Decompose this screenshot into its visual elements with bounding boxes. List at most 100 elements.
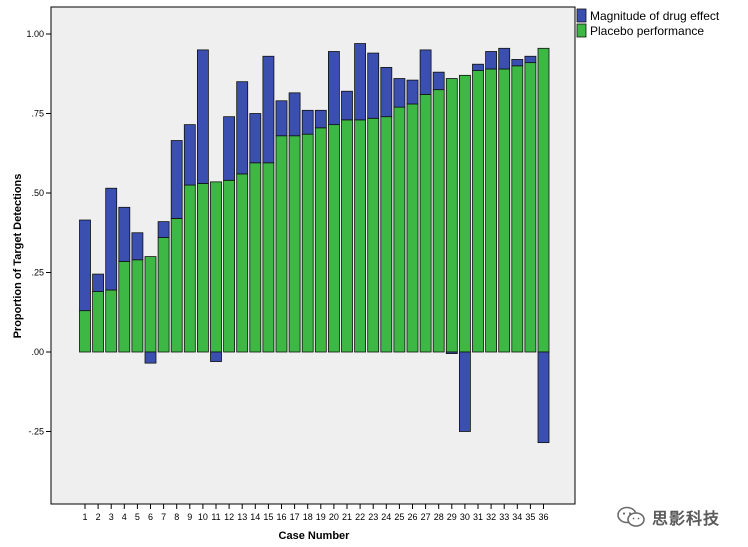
bar-drug-effect [183, 124, 196, 186]
x-tick-label: 22 [355, 512, 365, 522]
bar-placebo [79, 310, 91, 353]
bar-placebo [393, 106, 406, 353]
bar-placebo [196, 183, 209, 353]
x-tick-label: 36 [538, 512, 548, 522]
bar-placebo [275, 135, 288, 353]
legend-swatch [576, 8, 587, 23]
x-tick-label: 1 [82, 512, 87, 522]
bar-drug-effect [498, 47, 511, 70]
bar-drug-effect [79, 219, 91, 312]
legend-label: Magnitude of drug effect [590, 9, 720, 23]
x-axis-title: Case Number [279, 530, 351, 542]
bar-drug-effect [511, 59, 524, 67]
bar-drug-effect [118, 206, 131, 262]
x-tick-label: 11 [211, 512, 220, 522]
y-tick-label: .75 [31, 109, 44, 119]
bar-placebo [380, 116, 393, 353]
bar-placebo [105, 289, 118, 353]
x-tick-label: 20 [329, 512, 339, 522]
bar-drug-effect [249, 113, 262, 164]
bar-placebo [131, 259, 144, 353]
bar-placebo [144, 256, 157, 353]
x-tick-label: 18 [303, 512, 313, 522]
bar-placebo [301, 133, 314, 353]
y-tick-label: 1.00 [26, 29, 44, 39]
bar-drug-effect [210, 351, 222, 362]
x-tick-label: 12 [224, 512, 234, 522]
x-tick-label: 28 [434, 512, 444, 522]
x-tick-label: 23 [368, 512, 378, 522]
x-tick-label: 21 [342, 512, 352, 522]
watermark: 思影科技 [616, 505, 720, 529]
bar-placebo [419, 94, 432, 353]
bar-drug-effect [458, 351, 471, 432]
y-tick-label: .50 [31, 188, 44, 198]
bar-placebo [511, 65, 524, 353]
bar-placebo [183, 184, 196, 353]
x-tick-label: 26 [407, 512, 417, 522]
bar-placebo [458, 74, 471, 353]
bar-placebo [537, 47, 550, 353]
bar-placebo [445, 78, 458, 353]
bar-drug-effect [262, 55, 275, 164]
x-tick-label: 34 [512, 512, 522, 522]
bar-drug-effect [537, 351, 550, 444]
bar-drug-effect [131, 232, 144, 261]
watermark-text: 思影科技 [652, 509, 721, 528]
bar-drug-effect [380, 66, 393, 118]
bar-drug-effect [524, 55, 537, 64]
x-tick-label: 3 [109, 512, 114, 522]
x-axis: 1 2 3 4 5 6 7 8 9 10 11 12 13 14 15 16 17 18 19 20 21 22 23 24 2… [82, 504, 549, 522]
bar-drug-effect [432, 71, 445, 91]
bar-drug-effect [485, 51, 498, 70]
bar-drug-effect [236, 81, 249, 175]
bar-placebo [262, 162, 275, 353]
bar-placebo [210, 181, 222, 353]
bar-drug-effect [288, 92, 301, 137]
bar-drug-effect [472, 63, 484, 71]
bar-placebo [157, 237, 170, 353]
x-tick-label: 27 [421, 512, 431, 522]
wechat-logo-icon [617, 506, 645, 527]
bar-drug-effect [105, 187, 118, 291]
bar-placebo [354, 119, 367, 353]
bar-drug-effect [275, 100, 288, 137]
bar-placebo [314, 127, 327, 353]
bar-drug-effect [393, 78, 406, 108]
x-tick-label: 5 [135, 512, 140, 522]
y-tick-label: -.25 [28, 427, 44, 437]
bar-placebo [367, 117, 380, 353]
legend-swatch [576, 23, 587, 38]
bar-drug-effect [92, 273, 104, 292]
x-tick-label: 10 [198, 512, 208, 522]
x-tick-label: 31 [473, 512, 483, 522]
bar-placebo [485, 68, 498, 353]
bar-placebo [472, 70, 484, 353]
bar-drug-effect [367, 52, 380, 119]
x-tick-label: 32 [486, 512, 496, 522]
bar-placebo [92, 291, 104, 353]
bar-drug-effect [406, 79, 419, 105]
x-tick-label: 17 [290, 512, 300, 522]
x-tick-label: 13 [237, 512, 247, 522]
bar-placebo [341, 119, 353, 353]
x-tick-label: 6 [148, 512, 153, 522]
x-tick-label: 25 [394, 512, 404, 522]
x-tick-label: 19 [316, 512, 326, 522]
bar-drug-effect [196, 49, 209, 184]
x-tick-label: 24 [381, 512, 391, 522]
bar-placebo [524, 62, 537, 353]
x-tick-label: 16 [276, 512, 286, 522]
x-tick-label: 15 [263, 512, 273, 522]
bar-drug-effect [445, 351, 458, 354]
x-tick-label: 33 [499, 512, 509, 522]
bar-drug-effect [223, 116, 236, 181]
x-tick-label: 7 [161, 512, 166, 522]
x-tick-label: 29 [447, 512, 457, 522]
bar-placebo [406, 103, 419, 353]
bar-placebo [236, 173, 249, 353]
bar-placebo [498, 68, 511, 353]
bar-drug-effect [327, 51, 340, 126]
